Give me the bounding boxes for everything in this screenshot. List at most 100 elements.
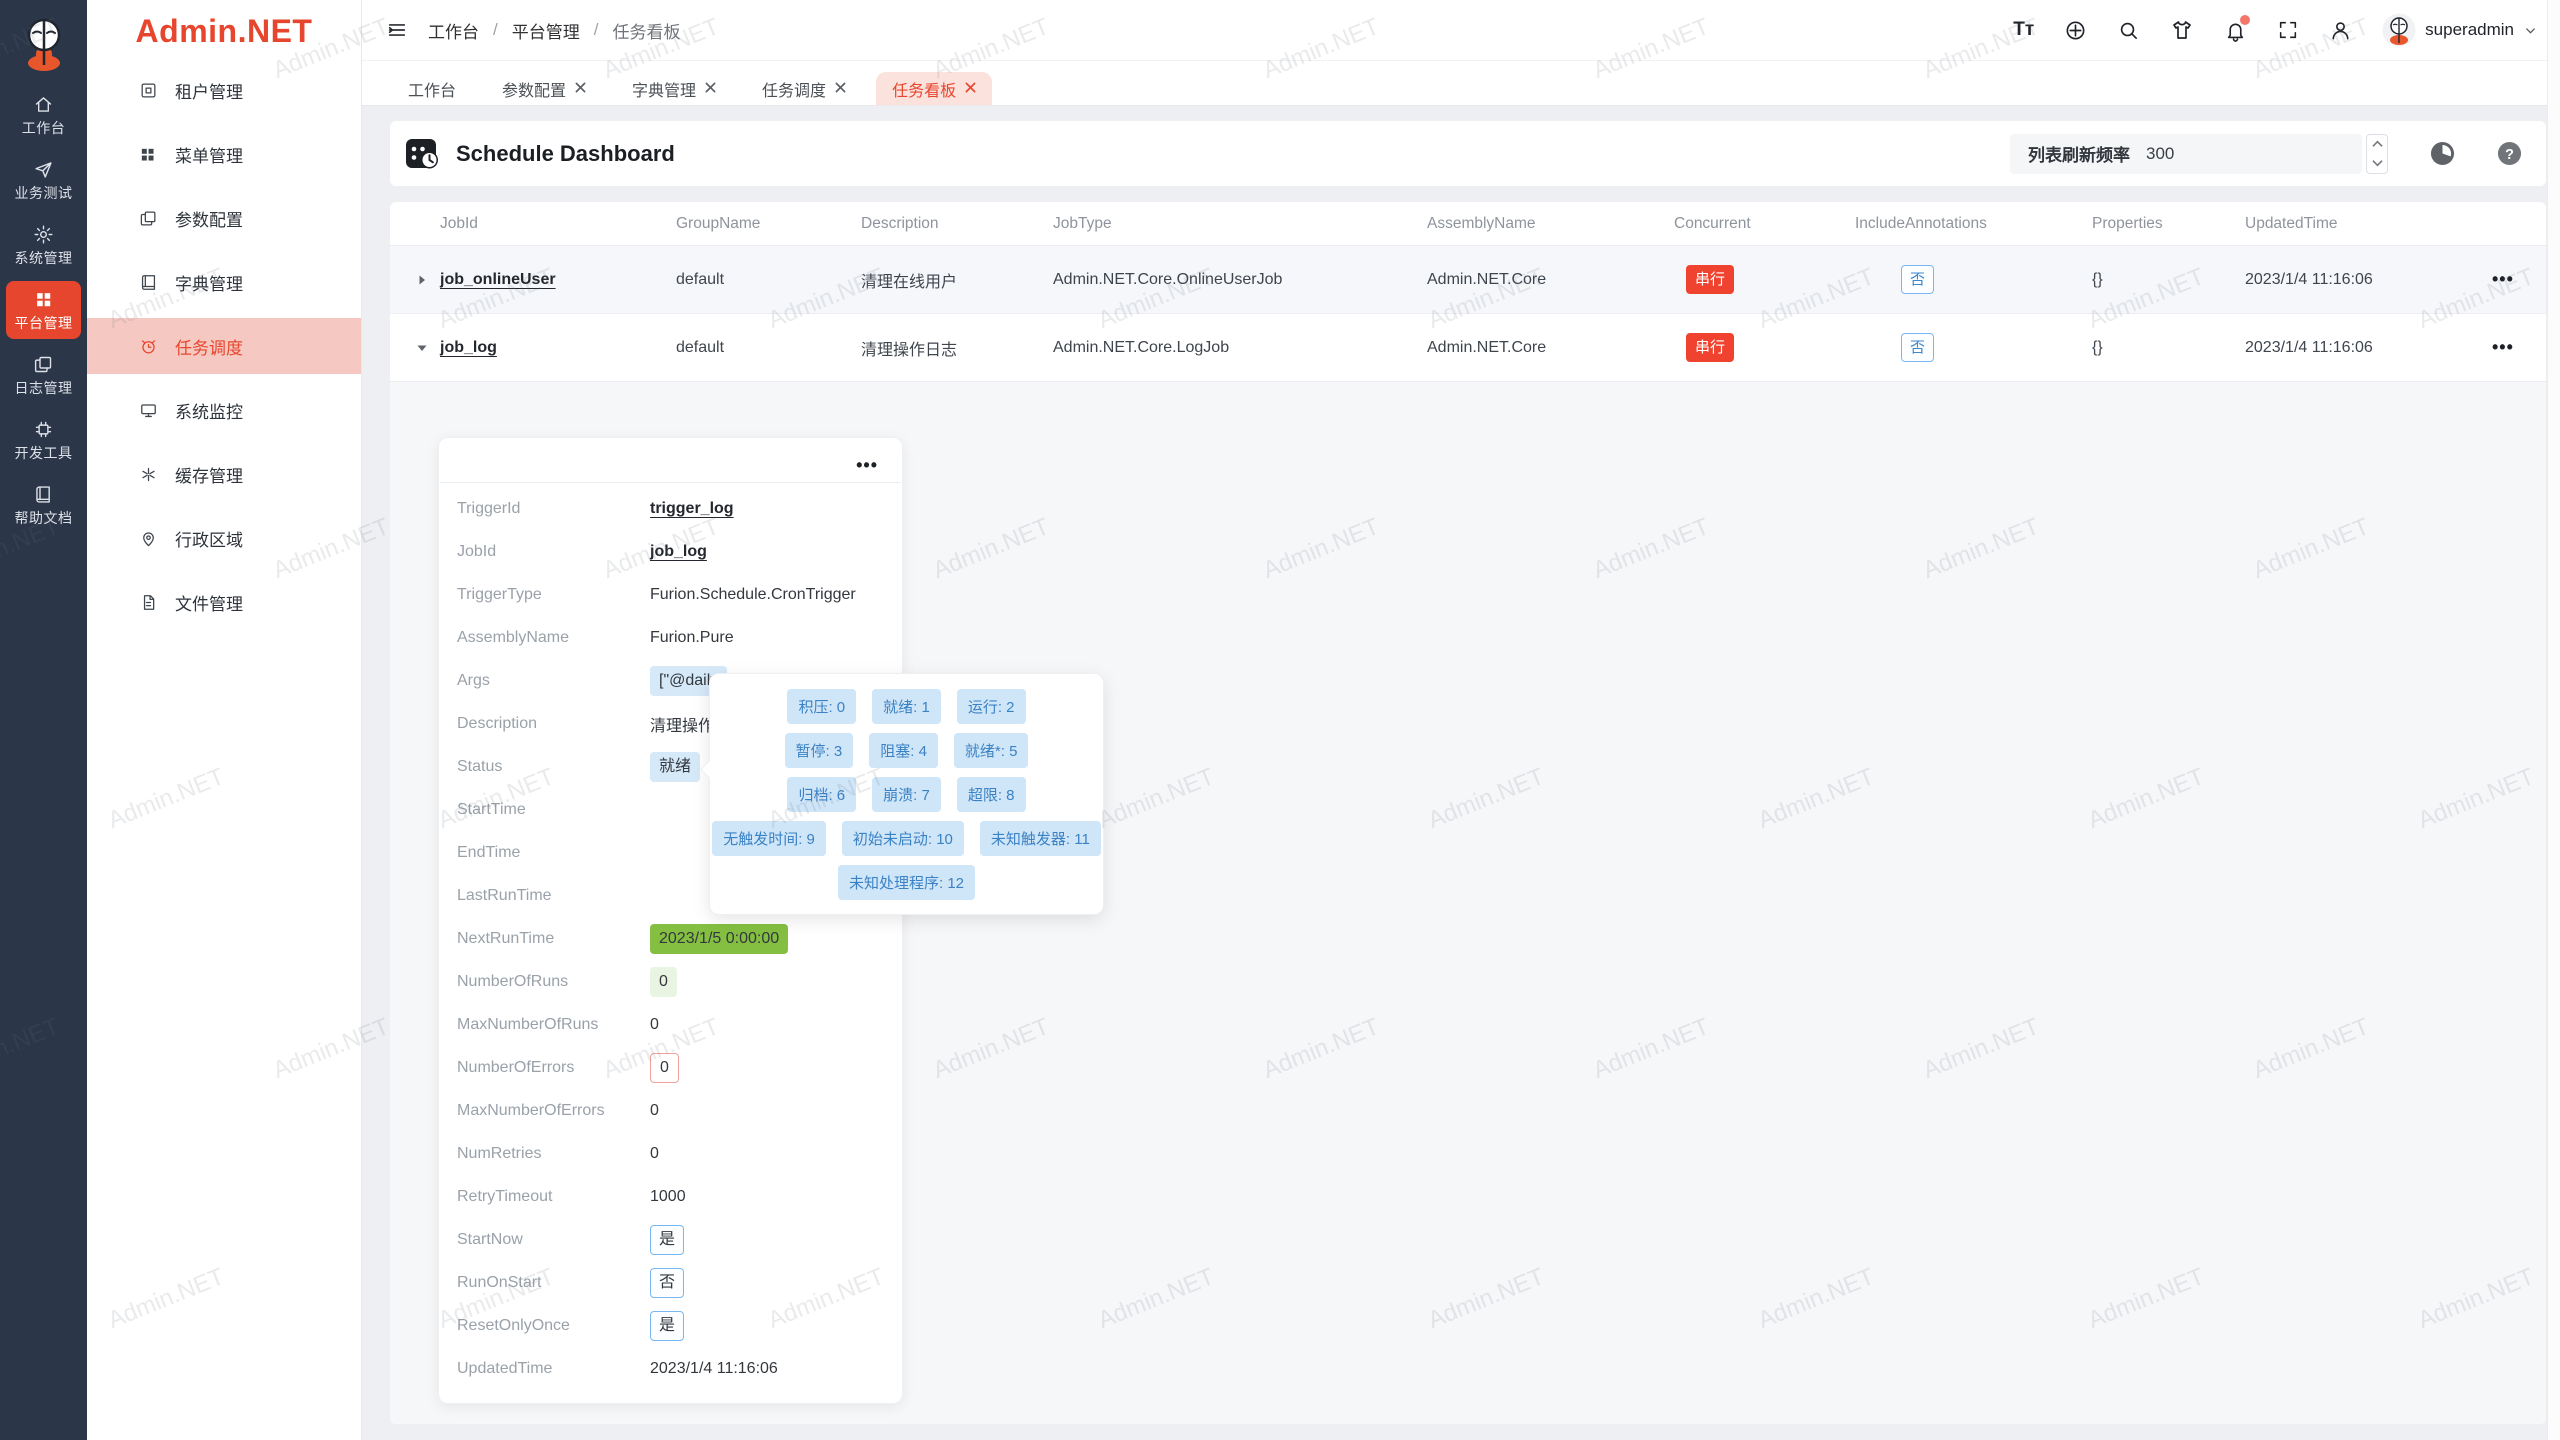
language-icon[interactable] xyxy=(2064,19,2087,42)
rail-item-platform-mgmt[interactable]: 平台管理 xyxy=(6,281,81,339)
sidebar-item-files[interactable]: 文件管理 xyxy=(87,574,361,630)
expand-caret-right-icon[interactable] xyxy=(416,274,440,286)
trigger-detail-panel: ••• TriggerId trigger_log JobId job_log Tr… xyxy=(438,437,903,1404)
font-size-icon[interactable]: Tт xyxy=(2013,19,2035,40)
breadcrumb-item[interactable]: 平台管理 xyxy=(511,22,580,42)
status-legend-badge: 崩溃: 7 xyxy=(872,777,941,812)
sidebar-item-dict[interactable]: 字典管理 xyxy=(87,254,361,310)
cell-group-name: default xyxy=(676,338,725,356)
table-row[interactable]: job_log default 清理操作日志 Admin.NET.Core.Lo… xyxy=(390,314,2546,382)
refresh-frequency-input[interactable]: 列表刷新频率 300 xyxy=(2010,133,2362,174)
status-legend-badge: 无触发时间: 9 xyxy=(712,821,826,856)
detail-value: Furion.Pure xyxy=(650,628,734,646)
more-icon[interactable]: ••• xyxy=(856,454,878,475)
user-menu[interactable]: superadmin xyxy=(2382,13,2538,47)
sidebar-item-label: 系统监控 xyxy=(175,402,243,422)
copy-docs-icon xyxy=(33,352,54,376)
close-icon[interactable] xyxy=(965,80,976,98)
tab-schedule[interactable]: 任务调度 xyxy=(746,72,862,105)
tab-workbench[interactable]: 工作台 xyxy=(392,72,472,105)
status-legend-badge: 初始未启动: 10 xyxy=(841,821,964,856)
help-icon[interactable]: ? xyxy=(2497,141,2522,166)
app-logo[interactable] xyxy=(0,0,87,86)
breadcrumb-item: 任务看板 xyxy=(612,22,681,42)
start-now-badge: 是 xyxy=(650,1224,685,1255)
tab-label: 工作台 xyxy=(408,82,457,100)
refresh-frequency-value[interactable]: 300 xyxy=(2146,143,2175,163)
decrease-button[interactable] xyxy=(2367,154,2387,173)
detail-value: 0 xyxy=(650,1101,659,1119)
status-legend-badge: 阻塞: 4 xyxy=(869,733,938,768)
detail-label: UpdatedTime xyxy=(457,1359,553,1377)
status-legend-badge: 暂停: 3 xyxy=(784,733,854,768)
trigger-id-link[interactable]: trigger_log xyxy=(650,499,734,517)
timer-icon[interactable] xyxy=(2430,141,2455,166)
column-header: GroupName xyxy=(676,214,761,232)
cell-properties: {} xyxy=(2092,338,2103,356)
job-id-link[interactable]: job_onlineUser xyxy=(440,270,556,288)
status-legend-badge: 未知处理程序: 12 xyxy=(837,865,976,900)
notifications-bell-icon[interactable] xyxy=(2224,14,2251,42)
search-icon[interactable] xyxy=(2117,19,2140,42)
status-badge[interactable]: 就绪 xyxy=(650,751,701,782)
close-icon[interactable] xyxy=(575,80,586,98)
detail-label: NumberOfRuns xyxy=(457,972,569,990)
rail-item-business-test[interactable]: 业务测试 xyxy=(6,151,81,209)
detail-label: Args xyxy=(457,671,490,689)
more-icon[interactable]: ••• xyxy=(2492,269,2514,289)
rail-item-label: 日志管理 xyxy=(14,380,73,396)
status-legend-badge: 运行: 2 xyxy=(956,689,1026,724)
rail-item-dev-tools[interactable]: 开发工具 xyxy=(6,411,81,469)
sidebar-item-params[interactable]: 参数配置 xyxy=(87,190,361,246)
sidebar-item-task-schedule[interactable]: 任务调度 xyxy=(87,318,361,374)
run-on-start-badge: 否 xyxy=(650,1267,685,1298)
collapse-menu-icon[interactable] xyxy=(386,19,408,41)
rail-item-label: 系统管理 xyxy=(14,250,73,266)
increase-button[interactable] xyxy=(2367,135,2387,154)
refresh-frequency-label: 列表刷新频率 xyxy=(2028,146,2130,165)
sidebar-item-monitor[interactable]: 系统监控 xyxy=(87,382,361,438)
rail-item-log-mgmt[interactable]: 日志管理 xyxy=(6,346,81,404)
cell-description: 清理在线用户 xyxy=(861,273,958,291)
cell-description: 清理操作日志 xyxy=(861,341,958,359)
fullscreen-icon[interactable] xyxy=(2277,19,2299,41)
file-icon xyxy=(139,593,175,612)
notification-badge xyxy=(2240,14,2251,25)
tab-schedule-dashboard[interactable]: 任务看板 xyxy=(876,72,993,105)
sidebar-item-region[interactable]: 行政区域 xyxy=(87,510,361,566)
column-header: Concurrent xyxy=(1674,214,1751,232)
tab-label: 字典管理 xyxy=(632,82,697,100)
tab-dict[interactable]: 字典管理 xyxy=(616,72,732,105)
scrollbar[interactable] xyxy=(2547,0,2560,1440)
sidebar-item-cache[interactable]: 缓存管理 xyxy=(87,446,361,502)
more-icon[interactable]: ••• xyxy=(2492,337,2514,357)
tab-label: 任务看板 xyxy=(892,82,957,100)
detail-label: ResetOnlyOnce xyxy=(457,1316,570,1334)
rail-item-workbench[interactable]: 工作台 xyxy=(6,86,81,144)
breadcrumb-item[interactable]: 工作台 xyxy=(428,22,479,42)
dashboard-toolbar: Schedule Dashboard 列表刷新频率 300 xyxy=(390,121,2546,186)
concurrent-badge: 串行 xyxy=(1686,265,1735,294)
status-legend-badge: 未知触发器: 11 xyxy=(979,821,1101,856)
job-id-link[interactable]: job_log xyxy=(650,542,707,560)
expand-caret-down-icon[interactable] xyxy=(416,342,440,354)
theme-shirt-icon[interactable] xyxy=(2170,18,2194,42)
detail-label: Status xyxy=(457,757,503,775)
tab-params[interactable]: 参数配置 xyxy=(486,72,602,105)
sidebar-item-menu[interactable]: 菜单管理 xyxy=(87,126,361,182)
status-legend-badge: 就绪*: 5 xyxy=(953,733,1029,768)
rail-item-help-docs[interactable]: 帮助文档 xyxy=(6,476,81,534)
job-id-link[interactable]: job_log xyxy=(440,338,497,356)
sidebar-item-label: 参数配置 xyxy=(175,210,243,230)
profile-icon[interactable] xyxy=(2329,19,2352,42)
close-icon[interactable] xyxy=(705,80,716,98)
table-row[interactable]: job_onlineUser default 清理在线用户 Admin.NET.… xyxy=(390,246,2546,314)
grid-icon xyxy=(34,287,53,311)
breadcrumb: 工作台 / 平台管理 / 任务看板 xyxy=(428,18,694,43)
sidebar-item-tenant[interactable]: 租户管理 xyxy=(87,62,361,118)
rail-item-system-mgmt[interactable]: 系统管理 xyxy=(6,216,81,274)
column-header: JobType xyxy=(1053,214,1112,232)
sidebar: Admin.NET 租户管理 菜单管理 参数配置 字典管理 任务调度 系统监控 … xyxy=(87,0,362,1440)
close-icon[interactable] xyxy=(835,80,846,98)
